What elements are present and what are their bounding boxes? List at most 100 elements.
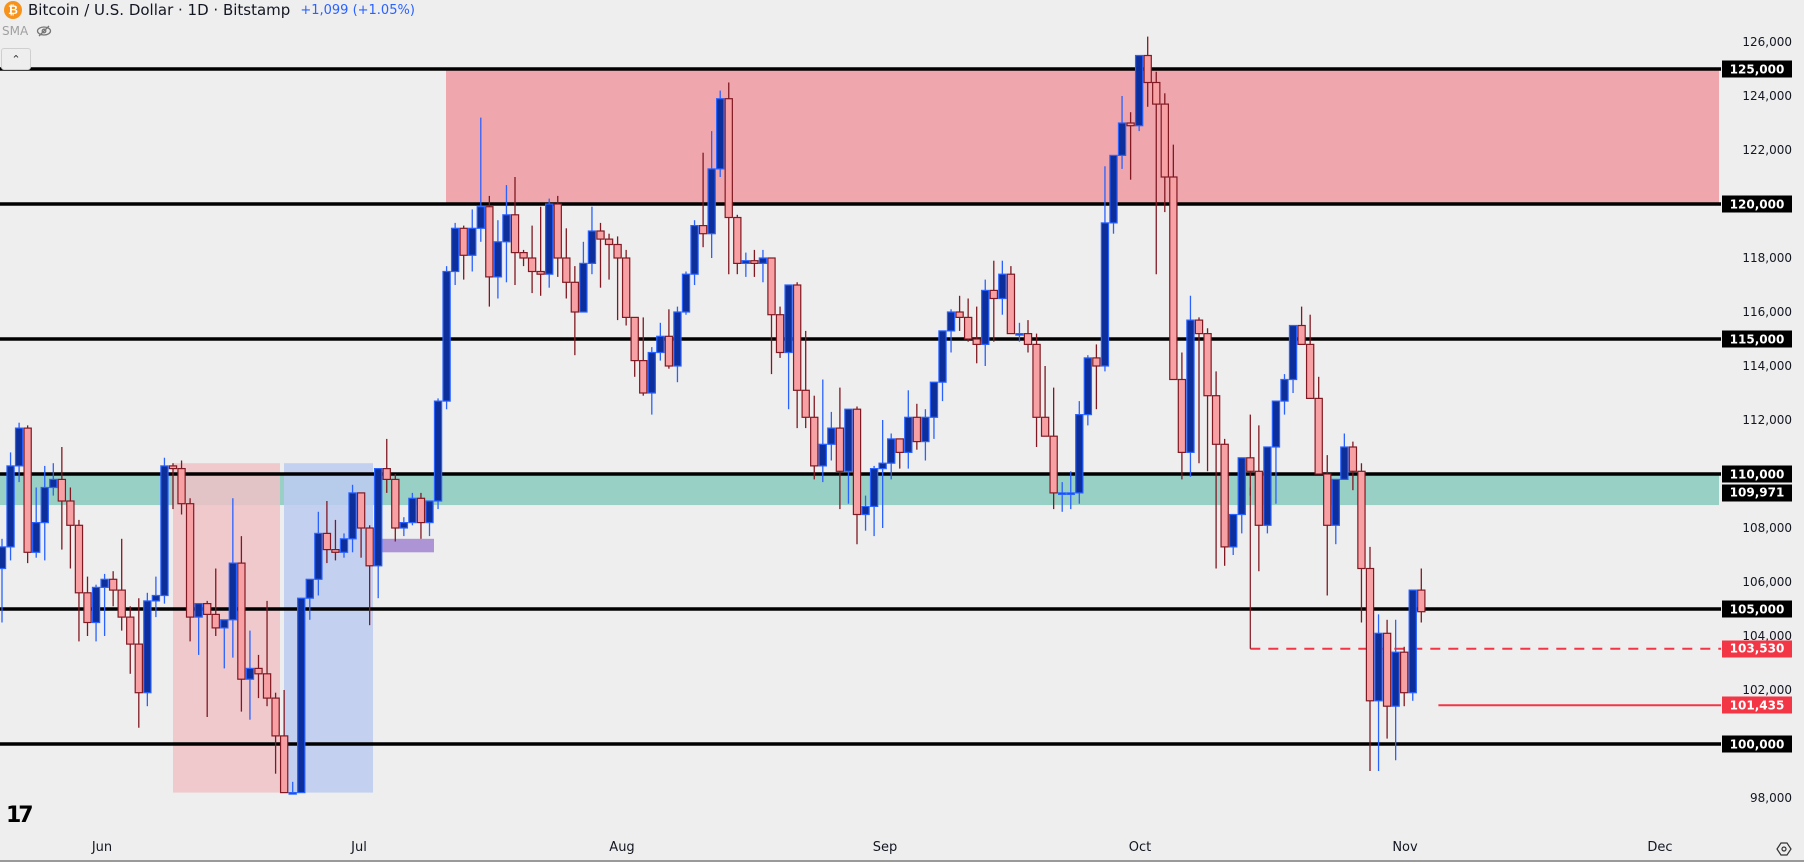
candle (519, 252, 528, 259)
candle (485, 206, 494, 278)
candle (185, 503, 195, 618)
candle (425, 500, 434, 524)
candle (288, 791, 297, 795)
candle (254, 667, 263, 675)
candle (211, 613, 220, 629)
candle (810, 416, 819, 467)
candle (74, 524, 84, 594)
collapse-legend-button[interactable]: ⌃ (1, 48, 31, 70)
time-label-dec: Dec (1647, 840, 1673, 855)
candle (1152, 81, 1161, 105)
candle (1288, 324, 1298, 381)
chevron-up-icon: ⌃ (11, 52, 21, 66)
candle (1186, 319, 1195, 454)
candle (399, 521, 409, 529)
candle (1049, 435, 1058, 494)
tradingview-logo-icon[interactable]: 17 (6, 803, 34, 828)
candle (998, 273, 1007, 300)
candle (91, 586, 101, 624)
candle (6, 465, 15, 548)
candle (878, 462, 887, 470)
candle (416, 497, 426, 524)
candle (775, 314, 785, 354)
price-tag: 103,530 (1722, 640, 1792, 658)
time-label-oct: Oct (1128, 840, 1152, 855)
candle (792, 284, 802, 391)
candle (339, 538, 349, 553)
candle (1134, 54, 1144, 127)
candle (1228, 513, 1238, 548)
price-tag: 100,000 (1722, 735, 1792, 753)
candle (1143, 54, 1152, 84)
candle (1305, 343, 1315, 399)
candle (220, 619, 229, 629)
candle (707, 168, 716, 235)
candle (279, 735, 289, 794)
candle (1057, 492, 1067, 495)
candle (31, 521, 41, 553)
candle (553, 203, 562, 259)
candle (801, 389, 810, 418)
candle (784, 284, 793, 354)
candle (314, 532, 323, 580)
candle (818, 443, 828, 467)
candle (1314, 397, 1323, 475)
candle (587, 230, 597, 265)
candle (1177, 378, 1187, 454)
symbol-header: ₿ Bitcoin / U.S. Dollar · 1D · Bitstamp … (4, 1, 415, 19)
candle (621, 257, 631, 319)
candle (203, 602, 212, 615)
candle (228, 562, 238, 621)
candle (673, 311, 682, 367)
candle (1263, 446, 1272, 526)
price-tag: 120,000 (1722, 195, 1792, 213)
candle (450, 227, 460, 273)
candle (690, 225, 699, 275)
price-label: 118,000 (1742, 251, 1792, 265)
candle (1417, 589, 1426, 613)
candle (656, 335, 665, 354)
candle (476, 206, 486, 229)
candle (639, 360, 648, 394)
candle (1340, 446, 1349, 481)
candle (468, 227, 477, 256)
candle (1083, 357, 1093, 416)
price-label: 112,000 (1742, 413, 1792, 427)
candle (348, 492, 357, 540)
price-label: 104,000 (1742, 629, 1792, 643)
bottom-border (0, 860, 1804, 862)
candle (433, 400, 443, 502)
candle (1211, 395, 1221, 445)
candle (331, 548, 340, 553)
candle (151, 594, 161, 602)
candle (0, 546, 7, 570)
price-tag: 115,000 (1722, 330, 1792, 348)
candle (536, 270, 545, 275)
symbol-title[interactable]: Bitcoin / U.S. Dollar · 1D · Bitstamp (28, 1, 291, 19)
candle (14, 427, 24, 467)
candle (374, 468, 383, 567)
candle (1408, 589, 1417, 694)
candle (579, 262, 588, 313)
candle (177, 468, 186, 505)
candle (262, 673, 272, 699)
price-change: +1,099 (+1.05%) (300, 2, 415, 18)
candle (1399, 651, 1409, 694)
candle (596, 230, 605, 240)
price-label: 98,000 (1750, 791, 1792, 805)
candle (322, 532, 332, 551)
price-label: 108,000 (1742, 521, 1792, 535)
candle (904, 416, 913, 453)
candle (570, 281, 580, 313)
time-label-jul: Jul (351, 840, 367, 855)
time-label-jun: Jun (91, 840, 113, 855)
candle (1100, 222, 1110, 367)
candle (1271, 400, 1281, 448)
price-tag: 109,971 (1722, 484, 1792, 502)
indicator-label[interactable]: SMA (2, 24, 29, 38)
candle (459, 227, 468, 256)
settings-icon[interactable] (1776, 841, 1792, 857)
eye-crossed-icon[interactable] (36, 25, 52, 37)
candle (1194, 319, 1204, 335)
